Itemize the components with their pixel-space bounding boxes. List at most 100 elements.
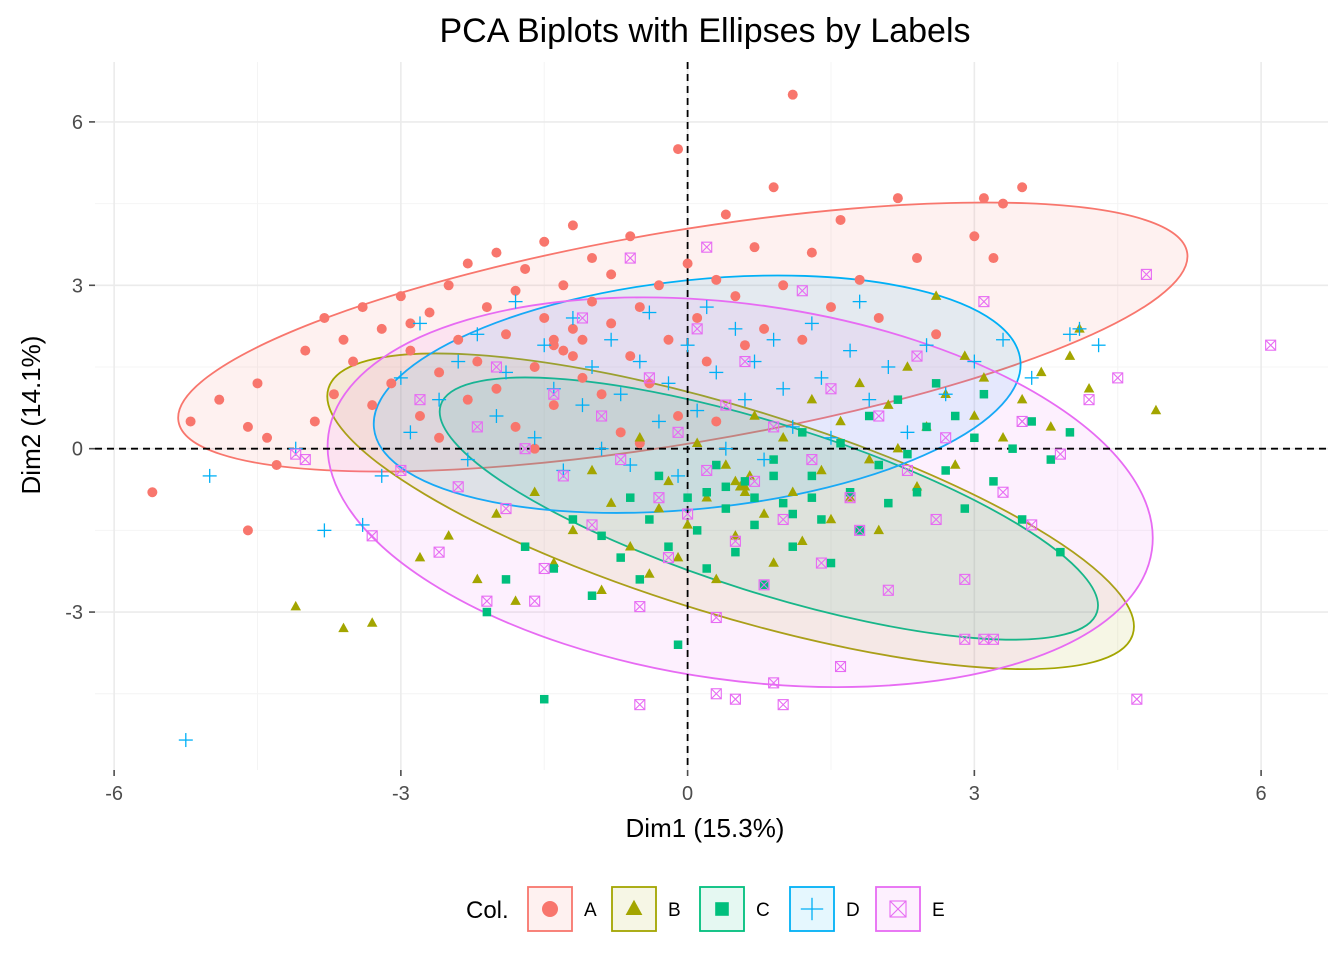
point-C xyxy=(501,575,511,584)
point-A xyxy=(625,351,636,362)
legend-label-B: B xyxy=(668,900,681,921)
point-D xyxy=(690,403,705,418)
axes: -6 -3 0 3 6 -3 0 3 6 xyxy=(65,112,1266,805)
point-B xyxy=(758,508,770,518)
point-A xyxy=(730,291,741,302)
point-D xyxy=(432,392,447,407)
point-E xyxy=(557,470,569,482)
point-C xyxy=(798,428,807,437)
point-E xyxy=(548,388,560,400)
point-E xyxy=(701,241,713,253)
point-B xyxy=(567,524,579,535)
point-C xyxy=(979,389,989,399)
point-B xyxy=(663,475,674,486)
point-A xyxy=(653,280,664,291)
point-A xyxy=(348,356,359,367)
point-A xyxy=(912,253,922,264)
point-A xyxy=(214,394,225,405)
point-C xyxy=(520,542,530,551)
point-B xyxy=(634,432,646,442)
point-D xyxy=(862,392,877,407)
point-E xyxy=(596,410,608,422)
point-D xyxy=(594,441,609,456)
y-tick-label: 0 xyxy=(72,439,83,461)
legend-label-E: E xyxy=(932,900,945,921)
point-D xyxy=(374,468,389,483)
y-tick-label: 6 xyxy=(72,112,83,134)
point-B xyxy=(902,361,913,371)
point-C xyxy=(750,493,759,502)
point-E xyxy=(911,350,923,362)
point-D xyxy=(489,409,504,423)
point-C xyxy=(950,411,960,421)
point-B xyxy=(844,491,856,502)
point-E xyxy=(873,410,885,422)
point-E xyxy=(500,503,512,515)
point-E xyxy=(481,595,493,607)
point-B xyxy=(797,535,808,546)
point-D xyxy=(460,452,475,467)
point-D xyxy=(881,359,896,374)
point-D xyxy=(776,381,791,396)
point-A xyxy=(854,274,865,285)
point-C xyxy=(960,504,970,513)
point-B xyxy=(653,502,665,513)
point-A xyxy=(768,182,779,193)
point-E xyxy=(643,372,655,384)
point-C xyxy=(626,493,635,502)
point-B xyxy=(835,415,846,426)
point-E xyxy=(299,454,311,466)
point-A xyxy=(548,400,559,411)
point-A xyxy=(749,242,760,253)
point-B xyxy=(414,551,426,562)
point-E xyxy=(777,513,789,526)
point-E xyxy=(854,524,866,536)
point-B xyxy=(472,573,483,584)
point-D xyxy=(661,376,676,391)
point-C xyxy=(884,498,893,508)
point-D xyxy=(699,300,714,315)
point-D xyxy=(967,354,982,369)
point-A xyxy=(998,198,1009,209)
point-C xyxy=(807,471,817,481)
y-tick-label: -3 xyxy=(65,602,83,624)
point-A xyxy=(567,220,578,231)
point-A xyxy=(634,302,645,313)
point-E xyxy=(366,530,378,542)
point-B xyxy=(491,508,502,518)
point-A xyxy=(701,356,712,367)
point-A xyxy=(501,329,511,340)
point-A xyxy=(462,394,473,405)
point-A xyxy=(462,258,473,269)
point-C xyxy=(989,477,998,486)
point-A xyxy=(510,285,521,296)
point-E xyxy=(586,519,598,531)
x-tick-label: -6 xyxy=(105,783,123,805)
point-B xyxy=(739,486,751,496)
point-E xyxy=(624,252,636,264)
point-A xyxy=(931,329,942,340)
point-E xyxy=(395,464,407,477)
point-B xyxy=(730,475,741,486)
point-C xyxy=(788,509,797,519)
point-A xyxy=(405,345,416,356)
point-D xyxy=(900,425,915,440)
point-B xyxy=(366,617,378,627)
point-C xyxy=(778,498,788,508)
point-B xyxy=(672,551,684,562)
point-E xyxy=(529,595,541,607)
point-D xyxy=(919,338,934,353)
point-A xyxy=(539,312,550,323)
point-A xyxy=(787,89,798,100)
point-E xyxy=(748,475,761,487)
point-B xyxy=(443,530,454,540)
point-A xyxy=(558,345,569,356)
point-A xyxy=(147,487,158,498)
point-B xyxy=(711,573,722,584)
point-E xyxy=(930,513,942,526)
point-E xyxy=(1083,394,1095,406)
point-E xyxy=(653,492,665,504)
point-C xyxy=(970,433,979,443)
point-A xyxy=(491,383,502,394)
